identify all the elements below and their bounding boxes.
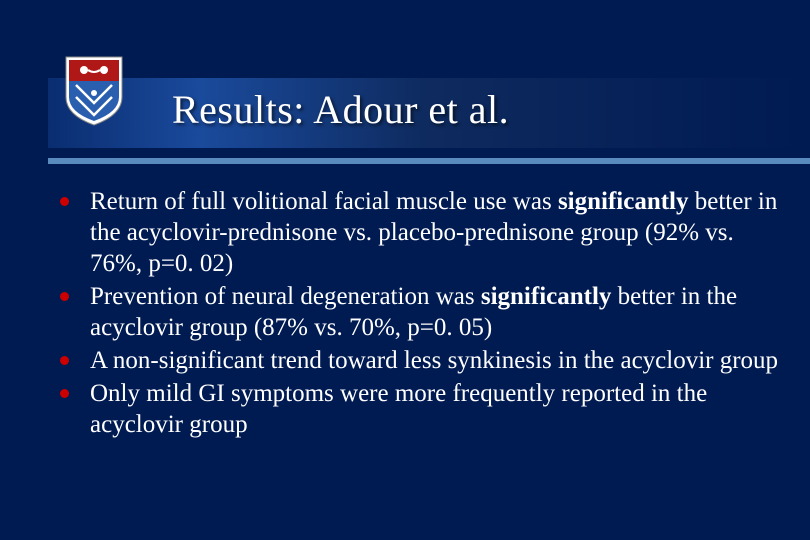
bullet-item: Only mild GI symptoms were more frequent…: [54, 378, 780, 440]
bullet-item: A non-significant trend toward less synk…: [54, 345, 780, 376]
bullet-text: Only mild GI symptoms were more frequent…: [90, 380, 707, 438]
bullet-dot-icon: [60, 292, 69, 301]
bullet-dot-icon: [60, 389, 69, 398]
bullet-dot-icon: [60, 356, 69, 365]
title-divider: [48, 158, 810, 164]
slide-title: Results: Adour et al.: [172, 86, 509, 133]
bullet-item: Prevention of neural degeneration was si…: [54, 281, 780, 343]
bullet-item: Return of full volitional facial muscle …: [54, 186, 780, 279]
bullet-text: Prevention of neural degeneration was si…: [90, 283, 737, 341]
slide-body: Return of full volitional facial muscle …: [54, 186, 780, 442]
bullet-text: Return of full volitional facial muscle …: [90, 188, 777, 277]
bullet-list: Return of full volitional facial muscle …: [54, 186, 780, 440]
penn-shield-logo: [64, 55, 124, 127]
bullet-dot-icon: [60, 197, 69, 206]
bullet-text: A non-significant trend toward less synk…: [90, 347, 778, 374]
